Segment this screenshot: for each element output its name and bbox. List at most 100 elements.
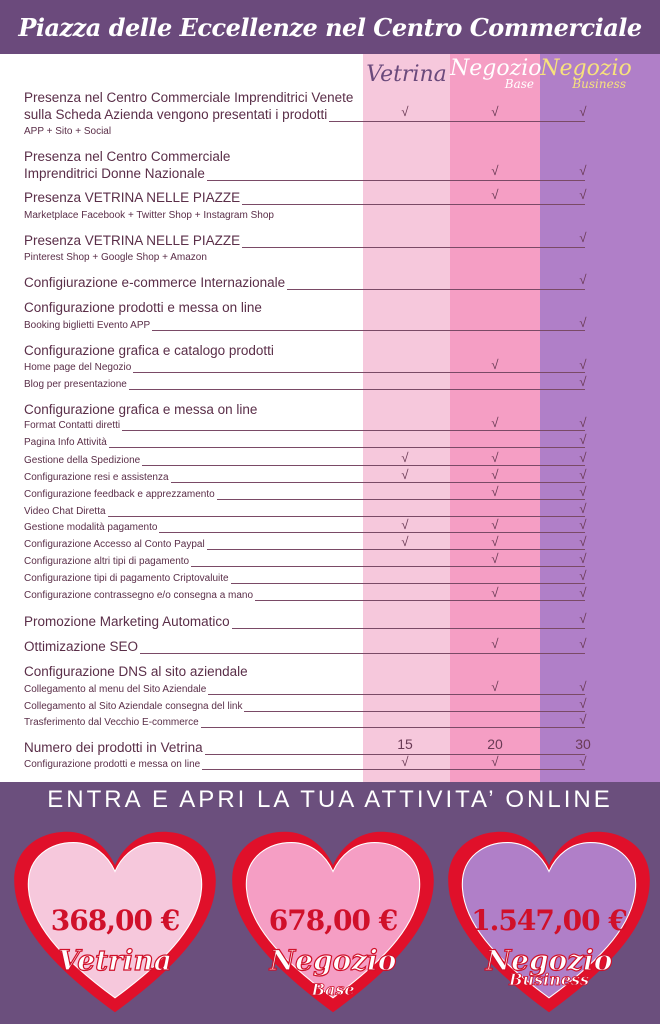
leader-line <box>230 582 585 584</box>
leader-line <box>202 768 585 770</box>
column-negozio-business <box>540 54 660 782</box>
check-icon: √ <box>579 315 587 330</box>
column-subtitle: Base <box>504 77 534 91</box>
check-icon: √ <box>491 754 499 769</box>
product-count: 15 <box>397 736 413 752</box>
check-icon: √ <box>491 467 499 482</box>
call-to-action: ENTRA E APRI LA TUA ATTIVITA’ ONLINE <box>47 786 613 813</box>
feature-row: Video Chat Diretta <box>24 504 585 517</box>
plan-price: 1.547,00 € <box>471 904 628 937</box>
price-heart-2: 678,00 € Negozio Base <box>228 822 438 1022</box>
leader-line <box>133 371 585 373</box>
feature-row: Configurazione tipi di pagamento Criptov… <box>24 571 585 584</box>
feature-row: Ottimizazione SEO <box>24 637 585 654</box>
leader-line <box>208 693 585 695</box>
page-title: Piazza delle Eccellenze nel Centro Comme… <box>18 12 642 42</box>
check-icon: √ <box>401 467 409 482</box>
plan-subtitle: Business <box>508 970 590 990</box>
check-icon: √ <box>491 484 499 499</box>
feature-label: Presenza nel Centro Commerciale Imprendi… <box>24 89 354 105</box>
leader-line <box>152 329 585 331</box>
feature-row: Configurazione grafica e messa on line <box>24 400 585 417</box>
check-icon: √ <box>579 611 587 626</box>
check-icon: √ <box>401 517 409 532</box>
check-icon: √ <box>579 357 587 372</box>
check-icon: √ <box>491 357 499 372</box>
leader-line <box>170 481 585 483</box>
feature-label: Marketplace Facebook + Twitter Shop + In… <box>24 209 274 221</box>
feature-row: Gestione della Spedizione <box>24 453 585 466</box>
leader-line <box>108 446 585 448</box>
leader-line <box>231 627 585 629</box>
column-title: Negozio <box>450 56 542 81</box>
feature-row: Numero dei prodotti in Vetrina <box>24 738 585 755</box>
leader-line <box>142 464 585 466</box>
pricing-section: ENTRA E APRI LA TUA ATTIVITA’ ONLINE 368… <box>0 782 660 1024</box>
feature-label: Pagina Info Attività <box>24 436 107 448</box>
check-icon: √ <box>491 585 499 600</box>
leader-line <box>200 726 585 728</box>
price-heart-3: 1.547,00 € Negozio Business <box>444 822 654 1022</box>
feature-label: Collegamento al Sito Aziendale consegna … <box>24 700 243 712</box>
column-header-base: Negozio Base <box>450 56 542 91</box>
feature-label: Presenza nel Centro Commerciale <box>24 148 231 164</box>
check-icon: √ <box>579 230 587 245</box>
feature-label: Configurazione altri tipi di pagamento <box>24 555 190 567</box>
check-icon: √ <box>579 450 587 465</box>
plan-name: Negozio <box>485 943 613 977</box>
feature-label: Configurazione feedback e apprezzamento <box>24 488 215 500</box>
feature-label: Configurazione DNS al sito aziendale <box>24 663 248 679</box>
feature-label: Blog per presentazione <box>24 378 127 390</box>
feature-label: Presenza VETRINA NELLE PIAZZE <box>24 232 241 248</box>
leader-line <box>287 288 585 290</box>
check-icon: √ <box>579 679 587 694</box>
plan-name: Negozio <box>269 943 397 977</box>
check-icon: √ <box>579 585 587 600</box>
check-icon: √ <box>579 551 587 566</box>
feature-label: Configurazione grafica e messa on line <box>24 401 258 417</box>
heart-icon <box>14 831 216 1013</box>
heart-icon <box>232 831 434 1013</box>
feature-label: Gestione modalità pagamento <box>24 521 158 533</box>
check-icon: √ <box>579 432 587 447</box>
feature-row: Pinterest Shop + Google Shop + Amazon <box>24 250 585 263</box>
feature-row: Configurazione prodotti e messa on line <box>24 757 585 770</box>
leader-line <box>242 246 585 248</box>
column-header-business: Negozio Business <box>540 56 632 91</box>
check-icon: √ <box>579 534 587 549</box>
check-icon: √ <box>401 534 409 549</box>
feature-row: Format Contatti diretti <box>24 418 585 431</box>
feature-row: Presenza VETRINA NELLE PIAZZE <box>24 231 585 248</box>
check-icon: √ <box>579 712 587 727</box>
plan-subtitle: Base <box>311 980 355 1000</box>
check-icon: √ <box>491 163 499 178</box>
check-icon: √ <box>579 163 587 178</box>
check-icon: √ <box>491 636 499 651</box>
feature-row: Presenza VETRINA NELLE PIAZZE <box>24 188 585 205</box>
feature-row: Pagina Info Attività <box>24 435 585 448</box>
check-icon: √ <box>491 517 499 532</box>
plan-name: Vetrina <box>57 943 172 977</box>
feature-label: Configurazione prodotti e messa on line <box>24 299 262 315</box>
feature-label: Booking biglietti Evento APP <box>24 319 151 331</box>
feature-row: Presenza nel Centro Commerciale <box>24 147 585 164</box>
check-icon: √ <box>579 568 587 583</box>
feature-row: Collegamento al menu del Sito Aziendale <box>24 682 585 695</box>
feature-label: Imprenditrici Donne Nazionale <box>24 165 205 181</box>
feature-row: Gestione modalità pagamento <box>24 520 585 533</box>
feature-label: Collegamento al menu del Sito Aziendale <box>24 683 207 695</box>
leader-line <box>242 203 585 205</box>
column-vetrina <box>363 54 450 782</box>
feature-label: Configurazione grafica e catalogo prodot… <box>24 342 274 358</box>
check-icon: √ <box>401 754 409 769</box>
header-bar: Piazza delle Eccellenze nel Centro Comme… <box>0 0 660 54</box>
column-title: Negozio <box>540 56 632 81</box>
leader-line <box>204 753 585 755</box>
feature-row: Configurazione feedback e apprezzamento <box>24 487 585 500</box>
product-count: 20 <box>487 736 503 752</box>
check-icon: √ <box>579 467 587 482</box>
feature-label: Configurazione contrassegno e/o consegna… <box>24 589 254 601</box>
feature-row: Configiurazione e-commerce Internazional… <box>24 273 585 290</box>
heart-icon <box>448 831 650 1013</box>
feature-label: sulla Scheda Azienda vengono presentati … <box>24 106 328 122</box>
